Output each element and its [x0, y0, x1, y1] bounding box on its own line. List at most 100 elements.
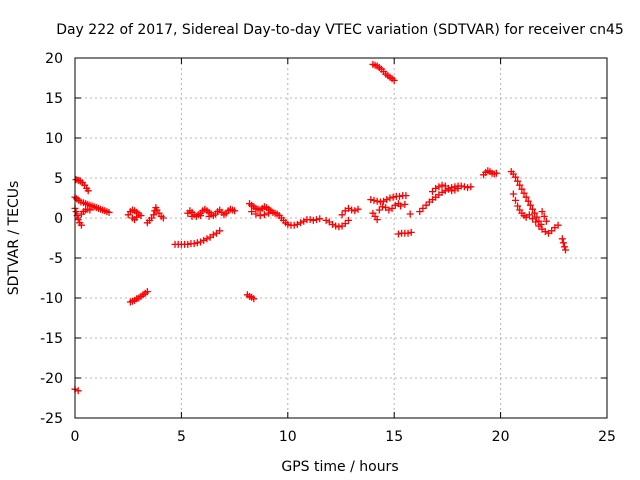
- data-point: [554, 221, 562, 229]
- data-point: [231, 207, 239, 215]
- data-point: [150, 211, 158, 219]
- data-point: [322, 216, 330, 224]
- data-point: [451, 186, 459, 194]
- data-point: [338, 211, 346, 219]
- data-point: [529, 215, 537, 223]
- data-point: [328, 220, 336, 228]
- data-point: [344, 204, 352, 212]
- data-point: [540, 212, 548, 220]
- axis-ticks: [74, 57, 608, 419]
- data-point: [252, 210, 260, 218]
- data-point: [522, 193, 530, 201]
- plot-frame: [74, 57, 608, 419]
- data-point: [376, 198, 384, 206]
- data-point: [309, 216, 317, 224]
- data-point: [511, 173, 519, 181]
- data-point: [562, 246, 570, 254]
- data-point: [74, 387, 82, 395]
- data-point: [77, 221, 85, 229]
- data-point: [448, 187, 456, 195]
- data-point: [197, 238, 205, 246]
- data-point: [520, 189, 528, 197]
- data-point: [341, 220, 349, 228]
- data-point: [190, 240, 198, 248]
- data-point: [438, 188, 446, 196]
- data-point: [454, 184, 462, 192]
- data-point: [209, 231, 217, 239]
- data-point: [316, 215, 324, 223]
- y-tick-label: 10: [45, 131, 63, 147]
- data-point: [407, 228, 415, 236]
- data-point: [535, 222, 543, 230]
- data-point: [389, 193, 397, 201]
- data-point: [84, 187, 92, 195]
- data-point: [370, 196, 378, 204]
- data-point: [492, 169, 500, 177]
- chart-title: Day 222 of 2017, Sidereal Day-to-day VTE…: [56, 22, 624, 38]
- data-point: [380, 197, 388, 205]
- x-tick-label: 25: [598, 429, 616, 445]
- data-point: [406, 210, 414, 218]
- data-point: [348, 206, 356, 214]
- data-point: [313, 216, 321, 224]
- data-point: [429, 188, 437, 196]
- data-point: [402, 192, 410, 200]
- data-point: [306, 216, 314, 224]
- data-point: [74, 216, 82, 224]
- data-point: [390, 76, 398, 84]
- tick-labels: 0 5 10 15 20 25 20 15 10 5 0 -5 -10 -15 -20 -25: [40, 51, 616, 445]
- data-point: [373, 197, 381, 205]
- x-tick-label: 0: [71, 429, 80, 445]
- data-point: [396, 192, 404, 200]
- data-point: [435, 183, 443, 191]
- data-point: [509, 190, 517, 198]
- data-point: [385, 206, 393, 214]
- data-point: [514, 202, 522, 210]
- data-point: [514, 177, 522, 185]
- y-tick-label: -20: [40, 371, 63, 387]
- data-point: [293, 220, 301, 228]
- data-point: [143, 288, 151, 296]
- data-point: [386, 194, 394, 202]
- grid-lines: [75, 58, 607, 418]
- data-point: [300, 217, 308, 225]
- data-point: [335, 223, 343, 231]
- data-point: [538, 208, 546, 216]
- data-point: [416, 208, 424, 216]
- data-point: [188, 212, 196, 220]
- data-point: [526, 201, 534, 209]
- data-point: [205, 212, 213, 220]
- data-point: [397, 202, 405, 210]
- y-tick-label: -15: [40, 331, 63, 347]
- data-point: [464, 184, 472, 192]
- data-point: [378, 203, 386, 211]
- data-point: [133, 213, 141, 221]
- data-point: [373, 216, 381, 224]
- data-point: [467, 183, 475, 191]
- data-point: [511, 196, 519, 204]
- data-point: [375, 206, 383, 214]
- data-point: [541, 228, 549, 236]
- y-tick-label: 5: [54, 171, 63, 187]
- data-point: [332, 222, 340, 230]
- data-point: [383, 196, 391, 204]
- data-point: [518, 185, 526, 193]
- data-point: [531, 209, 539, 217]
- data-point: [388, 204, 396, 212]
- data-point: [351, 207, 359, 215]
- data-point: [105, 208, 113, 216]
- x-tick-label: 15: [385, 429, 403, 445]
- data-point: [524, 197, 532, 205]
- data-point: [559, 239, 567, 247]
- data-point: [159, 214, 167, 222]
- data-point: [391, 201, 399, 209]
- data-points: [71, 60, 570, 395]
- data-point: [248, 208, 256, 216]
- data-point: [542, 217, 550, 225]
- data-point: [558, 235, 566, 243]
- data-point: [422, 201, 430, 209]
- data-point: [394, 230, 402, 238]
- x-axis-label: GPS time / hours: [281, 459, 398, 475]
- y-axis-label: SDTVAR / TECUs: [6, 181, 22, 296]
- data-point: [86, 206, 94, 214]
